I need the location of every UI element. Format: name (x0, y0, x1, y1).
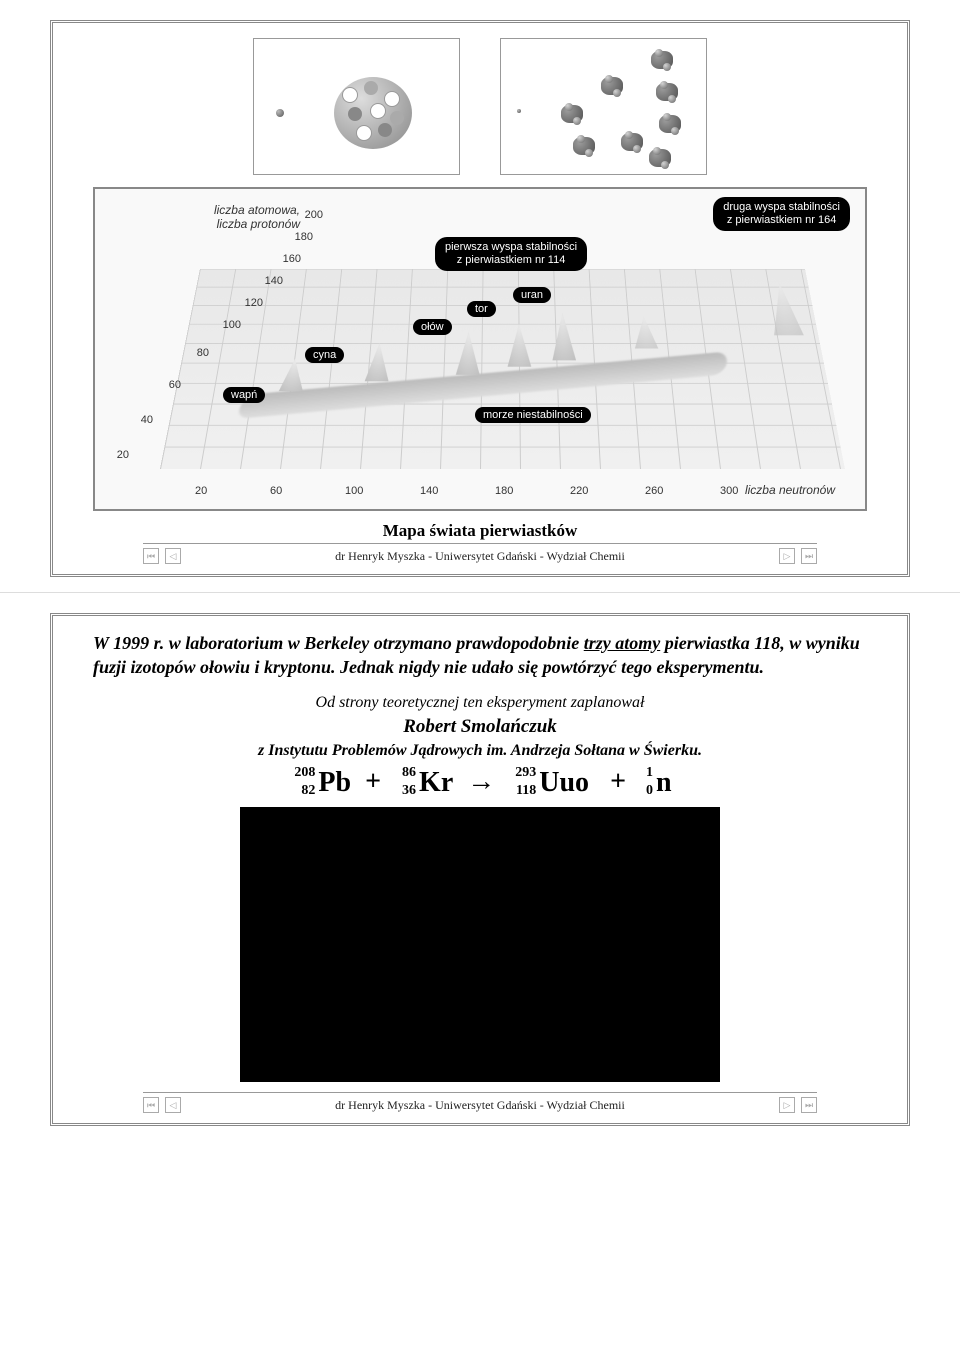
ytick: 160 (273, 253, 301, 265)
video-placeholder (240, 807, 720, 1082)
top-images-row (63, 33, 897, 187)
nuclear-equation: 208 82 Pb + 86 36 Kr → 293 118 Uuo + (63, 766, 897, 800)
slide1-footer: ⏮ ◁ dr Henryk Myszka - Uniwersytet Gdańs… (143, 543, 817, 564)
img-nucleus-collision (253, 38, 460, 175)
ytick: 140 (255, 275, 283, 287)
ytick: 40 (125, 414, 153, 426)
nav-prev-icon[interactable]: ◁ (165, 548, 181, 564)
peak-island2 (759, 283, 810, 335)
slide2-footer: ⏮ ◁ dr Henryk Myszka - Uniwersytet Gdańs… (143, 1092, 817, 1113)
pill-morze: morze niestabilności (475, 407, 591, 423)
stability-chart: liczba atomowa, liczba protonów 200 180 … (93, 187, 867, 511)
pill-wyspa1: pierwsza wyspa stabilnościz pierwiastkie… (435, 237, 587, 271)
xtick: 180 (495, 485, 513, 497)
peak-uran (546, 313, 581, 361)
nav-next-icon[interactable]: ▷ (779, 1097, 795, 1113)
xtick: 140 (420, 485, 438, 497)
slide2-line1: Od strony teoretycznej ten eksperyment z… (93, 694, 867, 712)
ytick: 200 (295, 209, 323, 221)
slide1-title: Mapa świata pierwiastków (63, 521, 897, 541)
nav-first-icon[interactable]: ⏮ (143, 1097, 159, 1113)
xtick: 20 (195, 485, 207, 497)
slide2-paragraph: W 1999 r. w laboratorium w Berkeley otrz… (93, 631, 867, 680)
ytick: 100 (213, 319, 241, 331)
footer-text: dr Henryk Myszka - Uniwersytet Gdański -… (181, 549, 779, 564)
y-axis-label: liczba atomowa, liczba protonów (180, 203, 300, 231)
xtick: 220 (570, 485, 588, 497)
pill-wyspa2: druga wyspa stabilnościz pierwiastkiem n… (713, 197, 850, 231)
pill-wapn: wapń (223, 387, 265, 403)
ytick: 180 (285, 231, 313, 243)
ytick: 20 (101, 449, 129, 461)
nav-right-icons: ▷ ⏭ (779, 1097, 817, 1113)
pill-uran: uran (513, 287, 551, 303)
pill-olow: ołów (413, 319, 452, 335)
ytick: 80 (181, 347, 209, 359)
nav-last-icon[interactable]: ⏭ (801, 1097, 817, 1113)
nav-prev-icon[interactable]: ◁ (165, 1097, 181, 1113)
pill-cyna: cyna (305, 347, 344, 363)
nav-right-icons: ▷ ⏭ (779, 548, 817, 564)
footer-text: dr Henryk Myszka - Uniwersytet Gdański -… (181, 1098, 779, 1113)
x-axis-label: liczba neutronów (745, 483, 835, 497)
slide-2-frame: W 1999 r. w laboratorium w Berkeley otrz… (50, 613, 910, 1126)
slide-2: W 1999 r. w laboratorium w Berkeley otrz… (0, 593, 960, 1141)
slide2-author: Robert Smolańczuk (63, 716, 897, 738)
xtick: 100 (345, 485, 363, 497)
nav-left-icons: ⏮ ◁ (143, 1097, 181, 1113)
img-fragments (500, 38, 707, 175)
peak-wapn (274, 359, 312, 391)
peak-tor (503, 324, 537, 367)
nav-next-icon[interactable]: ▷ (779, 548, 795, 564)
xtick: 260 (645, 485, 663, 497)
slide2-line2: z Instytutu Problemów Jądrowych im. Andr… (93, 742, 867, 760)
nav-first-icon[interactable]: ⏮ (143, 548, 159, 564)
ytick: 120 (235, 297, 263, 309)
xtick: 60 (270, 485, 282, 497)
ytick: 60 (153, 379, 181, 391)
pill-tor: tor (467, 301, 496, 317)
nav-last-icon[interactable]: ⏭ (801, 548, 817, 564)
peak-island1 (627, 316, 663, 348)
xtick: 300 (720, 485, 738, 497)
peak-cyna (360, 343, 397, 381)
nav-left-icons: ⏮ ◁ (143, 548, 181, 564)
slide-1: liczba atomowa, liczba protonów 200 180 … (0, 0, 960, 592)
peak-olow (451, 331, 485, 374)
slide-1-frame: liczba atomowa, liczba protonów 200 180 … (50, 20, 910, 577)
